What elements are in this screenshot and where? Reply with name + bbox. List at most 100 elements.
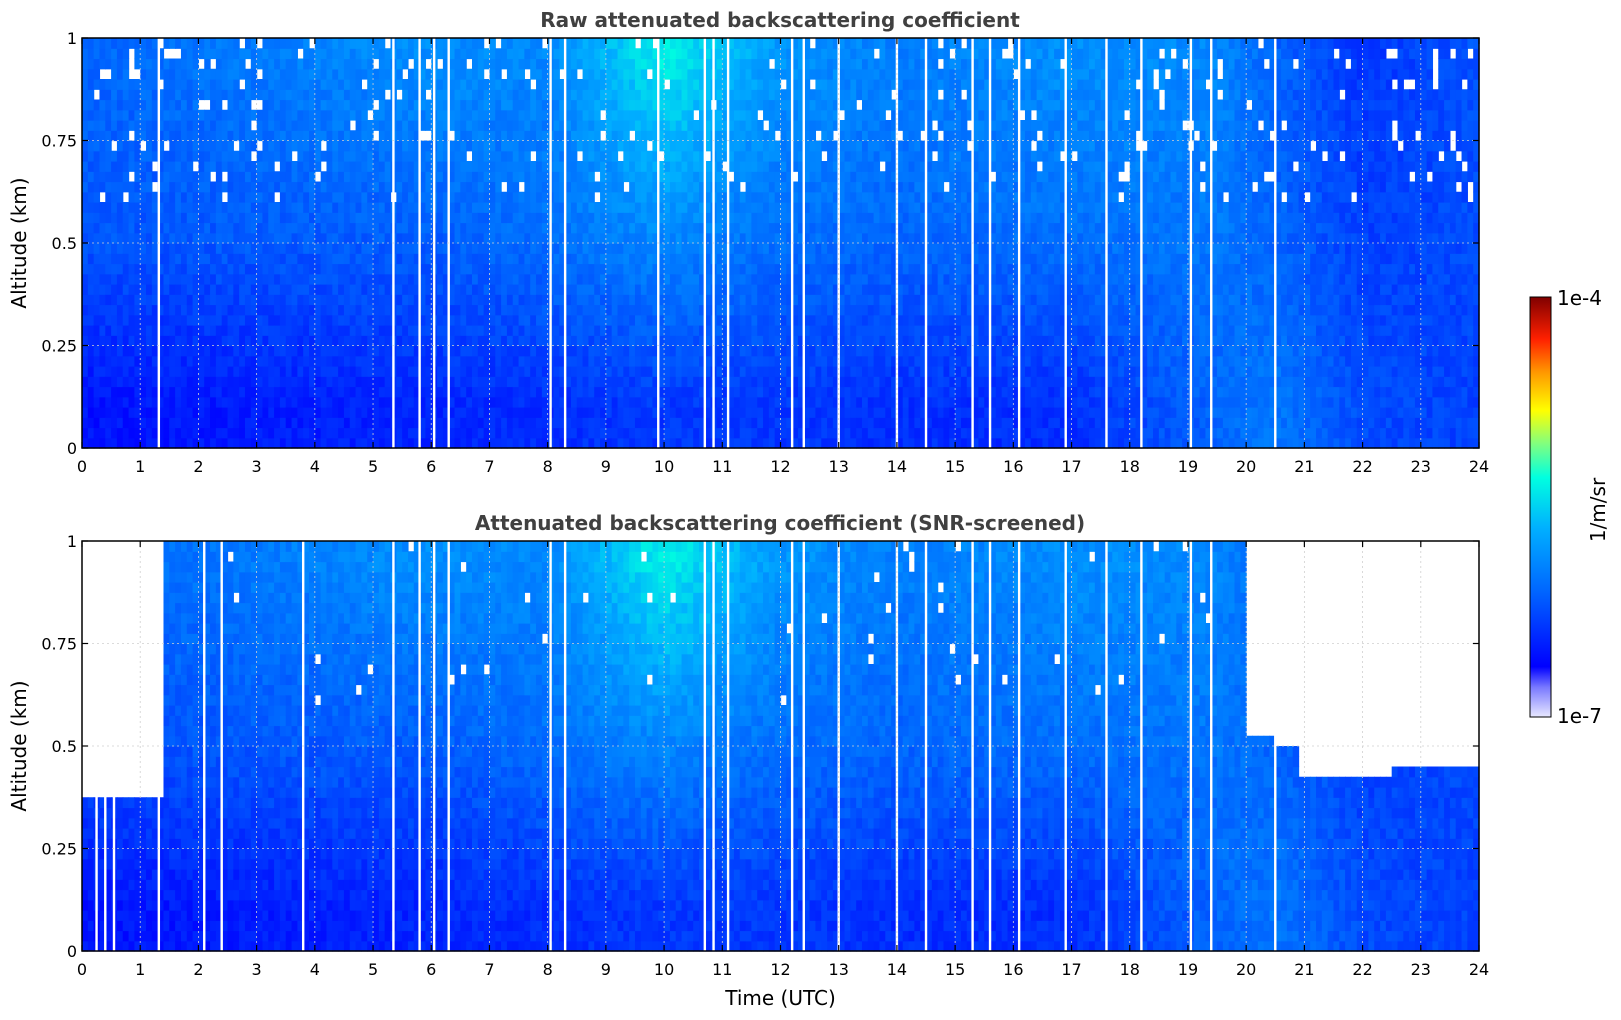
- heatmap-cell: [745, 171, 752, 183]
- heatmap-cell: [274, 253, 281, 265]
- heatmap-cell: [652, 304, 659, 316]
- heatmap-cell: [559, 191, 566, 203]
- heatmap-cell: [367, 417, 374, 429]
- heatmap-cell: [495, 212, 502, 224]
- heatmap-cell: [157, 130, 165, 142]
- heatmap-cell: [570, 202, 578, 213]
- heatmap-cell: [303, 304, 310, 316]
- heatmap-cell: [582, 171, 590, 183]
- heatmap-cell: [570, 294, 578, 306]
- heatmap-cell: [396, 355, 403, 367]
- heatmap-cell: [227, 243, 234, 254]
- heatmap-cell: [297, 314, 304, 326]
- heatmap-cell: [501, 376, 508, 388]
- heatmap-cell: [82, 212, 89, 224]
- heatmap-cell: [600, 222, 607, 234]
- heatmap-cell: [815, 120, 822, 131]
- heatmap-cell: [367, 171, 374, 183]
- heatmap-cell: [105, 325, 112, 336]
- heatmap-cell: [309, 68, 316, 80]
- heatmap-cell: [797, 253, 805, 265]
- heatmap-cell: [309, 58, 316, 70]
- heatmap-cell: [355, 314, 362, 326]
- heatmap-cell: [373, 140, 380, 152]
- heatmap-cell: [652, 314, 659, 326]
- heatmap-cell: [157, 68, 165, 80]
- heatmap-cell: [396, 417, 403, 429]
- heatmap-cell: [541, 366, 549, 377]
- heatmap-cell: [483, 161, 491, 172]
- heatmap-cell: [675, 314, 683, 326]
- heatmap-cell: [600, 335, 607, 347]
- heatmap-cell: [99, 417, 106, 429]
- heatmap-cell: [396, 437, 403, 449]
- heatmap-cell: [483, 253, 491, 265]
- heatmap-cell: [745, 130, 752, 142]
- heatmap-cell: [262, 161, 269, 172]
- heatmap-cell: [105, 99, 112, 111]
- heatmap-cell: [600, 284, 607, 295]
- heatmap-cell: [460, 89, 467, 101]
- heatmap-cell: [623, 89, 630, 101]
- heatmap-cell: [314, 345, 322, 357]
- heatmap-cell: [128, 355, 135, 367]
- heatmap-cell: [617, 99, 624, 111]
- heatmap-cell: [122, 140, 130, 152]
- heatmap-cell: [675, 222, 683, 234]
- heatmap-cell: [157, 140, 165, 152]
- heatmap-cell: [314, 232, 322, 244]
- heatmap-cell: [757, 212, 764, 224]
- heatmap-cell: [402, 294, 409, 306]
- heatmap-cell: [151, 335, 159, 347]
- heatmap-cell: [763, 58, 770, 70]
- heatmap-cell: [611, 212, 619, 224]
- heatmap-cell: [250, 232, 258, 244]
- heatmap-cell: [815, 38, 822, 49]
- heatmap-cell: [751, 202, 758, 213]
- heatmap-cell: [553, 150, 560, 162]
- heatmap-cell: [786, 314, 793, 326]
- heatmap-cell: [425, 407, 432, 418]
- heatmap-cell: [198, 109, 205, 121]
- heatmap-cell: [285, 99, 293, 111]
- heatmap-cell: [646, 396, 654, 408]
- heatmap-cell: [530, 130, 537, 142]
- heatmap-cell: [763, 253, 770, 265]
- heatmap-cell: [576, 58, 584, 70]
- heatmap-cell: [111, 120, 118, 131]
- heatmap-cell: [297, 109, 304, 121]
- heatmap-cell: [175, 38, 182, 49]
- heatmap-cell: [221, 314, 229, 326]
- heatmap-cell: [233, 120, 240, 131]
- heatmap-cell: [774, 191, 782, 203]
- heatmap-cell: [634, 284, 642, 295]
- heatmap-cell: [215, 120, 223, 131]
- heatmap-cell: [244, 366, 252, 377]
- heatmap-cell: [367, 79, 374, 90]
- heatmap-cell: [623, 38, 630, 49]
- heatmap-cell: [565, 130, 572, 142]
- heatmap-cell: [652, 150, 659, 162]
- heatmap-cell: [93, 161, 101, 172]
- heatmap-cell: [244, 294, 252, 306]
- heatmap-cell: [250, 366, 258, 377]
- heatmap-cell: [186, 396, 194, 408]
- heatmap-cell: [739, 417, 747, 429]
- heatmap-cell: [768, 284, 776, 295]
- heatmap-cell: [658, 202, 665, 213]
- heatmap-cell: [256, 161, 264, 172]
- heatmap-cell: [768, 304, 776, 316]
- heatmap-cell: [565, 284, 572, 295]
- heatmap-cell: [745, 150, 752, 162]
- heatmap-cell: [472, 396, 479, 408]
- heatmap-cell: [250, 181, 258, 193]
- heatmap-cell: [221, 109, 229, 121]
- heatmap-cell: [413, 191, 421, 203]
- heatmap-cell: [536, 263, 543, 275]
- heatmap-cell: [361, 243, 368, 254]
- heatmap-cell: [279, 232, 287, 244]
- heatmap-cell: [588, 109, 595, 121]
- heatmap-cell: [733, 232, 741, 244]
- heatmap-cell: [460, 407, 467, 418]
- heatmap-cell: [780, 109, 787, 121]
